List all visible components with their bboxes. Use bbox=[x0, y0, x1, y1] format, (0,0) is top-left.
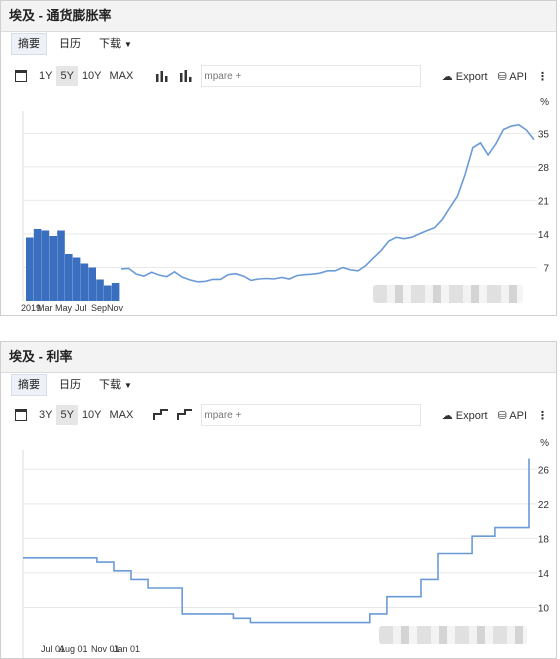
x-tick-label: Nov bbox=[107, 303, 124, 313]
step-chart-icon[interactable] bbox=[177, 409, 193, 421]
inflation-bar bbox=[111, 283, 120, 301]
y-tick-label: 10 bbox=[538, 603, 550, 614]
inflation-panel: 埃及 - 通货膨胀率 摘要 日历 下载 ▼ 1Y 5Y 10Y MAX mpare… bbox=[0, 0, 557, 316]
inflation-bar bbox=[57, 230, 65, 301]
right-tools: ☁ Export ⛁ API ⋮ bbox=[442, 409, 548, 422]
tab-download[interactable]: 下载 ▼ bbox=[93, 375, 138, 396]
cloud-icon: ☁ bbox=[441, 70, 453, 83]
x-tick-label: 2019 bbox=[21, 303, 41, 313]
inflation-bar bbox=[26, 237, 34, 301]
range-10y[interactable]: 10Y bbox=[81, 70, 102, 82]
interest-rate-line bbox=[23, 458, 530, 624]
inflation-line bbox=[120, 123, 535, 283]
cloud-icon: ☁ bbox=[441, 409, 453, 422]
inflation-bar bbox=[72, 257, 81, 301]
tab-download-label: 下载 bbox=[99, 378, 121, 391]
api-button[interactable]: ⛁ API bbox=[498, 409, 527, 422]
inflation-bar bbox=[49, 236, 57, 301]
interest-rate-panel: 埃及 - 利率 摘要 日历 下载 ▼ 3Y 5Y 10Y MAX mpare + … bbox=[0, 341, 557, 659]
chart-toolbar: 3Y 5Y 10Y MAX mpare + ☁ Export ⛁ API ⋮ bbox=[9, 402, 548, 428]
chart-toolbar: 1Y 5Y 10Y MAX mpare + ☁ Export ⛁ API ⋮ bbox=[9, 63, 548, 89]
x-tick-label: Jul 01 bbox=[41, 644, 65, 654]
caret-down-icon: ▼ bbox=[124, 39, 132, 49]
export-label: Export bbox=[455, 70, 488, 83]
compare-input[interactable]: mpare + bbox=[201, 404, 422, 426]
inflation-bar bbox=[41, 230, 50, 301]
range-10y[interactable]: 10Y bbox=[81, 409, 102, 421]
y-tick-label: 21 bbox=[538, 196, 550, 207]
export-button[interactable]: ☁ Export bbox=[442, 70, 488, 83]
inflation-bar bbox=[65, 254, 73, 301]
api-label: API bbox=[509, 70, 527, 83]
api-label: API bbox=[509, 409, 527, 422]
inflation-bar bbox=[80, 263, 89, 301]
range-1y[interactable]: 1Y bbox=[39, 70, 53, 82]
tab-download-label: 下载 bbox=[99, 37, 121, 50]
compare-input[interactable]: mpare + bbox=[201, 65, 422, 87]
more-menu-icon[interactable]: ⋮ bbox=[537, 409, 548, 422]
y-tick-label: 26 bbox=[538, 465, 550, 476]
range-5y[interactable]: 5Y bbox=[56, 66, 78, 86]
range-max[interactable]: MAX bbox=[109, 409, 134, 421]
range-max[interactable]: MAX bbox=[109, 70, 134, 82]
y-tick-label: 18 bbox=[538, 534, 550, 545]
panel-title: 埃及 - 通货膨胀率 bbox=[1, 1, 556, 32]
y-unit-label: % bbox=[540, 438, 549, 449]
inflation-bar bbox=[104, 285, 112, 301]
tab-bar: 摘要 日历 下载 ▼ bbox=[1, 373, 556, 397]
x-tick-label: May bbox=[55, 303, 73, 313]
bar-chart-icon[interactable] bbox=[155, 70, 169, 82]
more-menu-icon[interactable]: ⋮ bbox=[537, 70, 548, 83]
y-tick-label: 22 bbox=[538, 500, 550, 511]
step-line-icon[interactable] bbox=[153, 409, 169, 421]
range-5y[interactable]: 5Y bbox=[56, 405, 78, 425]
right-tools: ☁ Export ⛁ API ⋮ bbox=[442, 70, 548, 83]
y-unit-label: % bbox=[540, 97, 549, 108]
tab-bar: 摘要 日历 下载 ▼ bbox=[1, 32, 556, 56]
x-tick-label: Aug 01 bbox=[59, 644, 88, 654]
inflation-bar bbox=[96, 279, 104, 301]
tab-download[interactable]: 下载 ▼ bbox=[93, 34, 138, 55]
tab-calendar[interactable]: 日历 bbox=[59, 379, 81, 391]
y-tick-label: 28 bbox=[538, 163, 550, 174]
panel-title: 埃及 - 利率 bbox=[1, 342, 556, 373]
tab-summary[interactable]: 摘要 bbox=[11, 374, 47, 396]
y-tick-label: 35 bbox=[538, 129, 550, 140]
x-tick-label: Sep bbox=[91, 303, 107, 313]
x-tick-label: Nov 01 bbox=[91, 644, 120, 654]
tab-calendar[interactable]: 日历 bbox=[59, 38, 81, 50]
x-tick-label: Mar bbox=[37, 303, 53, 313]
export-button[interactable]: ☁ Export bbox=[442, 409, 488, 422]
export-label: Export bbox=[455, 409, 488, 422]
calendar-icon[interactable] bbox=[15, 409, 27, 421]
tab-summary[interactable]: 摘要 bbox=[11, 33, 47, 55]
database-icon: ⛁ bbox=[497, 70, 507, 83]
range-3y[interactable]: 3Y bbox=[39, 409, 53, 421]
database-icon: ⛁ bbox=[497, 409, 507, 422]
watermark bbox=[373, 285, 523, 303]
watermark bbox=[379, 626, 527, 644]
column-chart-icon[interactable] bbox=[179, 70, 193, 82]
inflation-bar bbox=[88, 267, 96, 301]
y-tick-label: 14 bbox=[538, 569, 550, 580]
x-tick-label: Jul bbox=[75, 303, 87, 313]
y-tick-label: 7 bbox=[543, 263, 549, 274]
x-tick-label: Jan 01 bbox=[113, 644, 140, 654]
inflation-bar bbox=[33, 229, 42, 301]
calendar-icon[interactable] bbox=[15, 70, 27, 82]
caret-down-icon: ▼ bbox=[124, 380, 132, 390]
y-tick-label: 14 bbox=[538, 230, 550, 241]
api-button[interactable]: ⛁ API bbox=[498, 70, 527, 83]
